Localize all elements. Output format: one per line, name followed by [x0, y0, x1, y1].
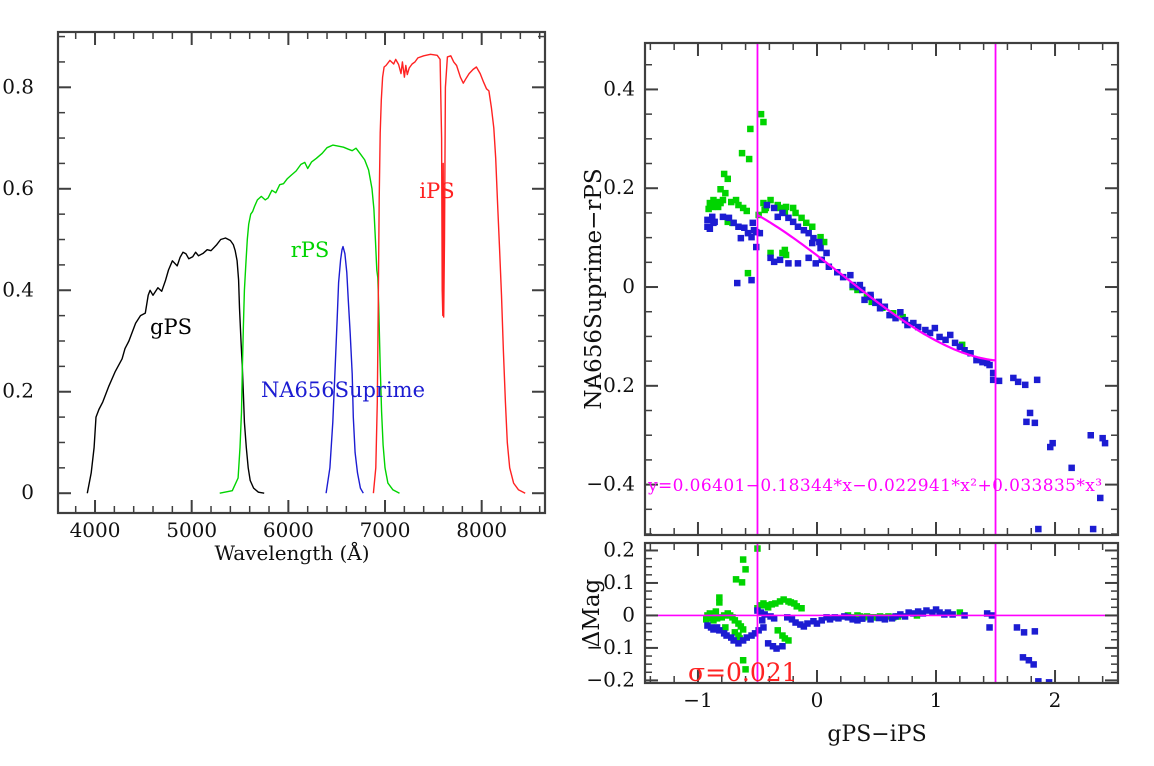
y-tick-label: 0: [622, 602, 635, 626]
ips-curve-label: iPS: [419, 179, 454, 203]
color-color-panel-tick-labels: −0.4 −0.2 0 0.2 0.4: [586, 76, 635, 495]
x-tick-label: 1: [930, 688, 943, 712]
filter-transmission-panel: 4000 5000 6000 7000 8000 0 0.2 0.4 0.6 0.8 gPS rPS N…: [2, 30, 547, 565]
cubic-fit-curve: [756, 214, 996, 362]
x-axis-label: gPS−iPS: [827, 722, 926, 747]
filter-transmission-panel-frame: [56, 30, 547, 515]
color-color-panel-ticks: [645, 43, 1118, 535]
x-tick-label: 4000: [70, 518, 121, 542]
y-tick-label: 0.4: [603, 76, 635, 100]
y-tick-label: −0.2: [586, 373, 635, 397]
y-axis-label: NA656Suprime−rPS: [581, 168, 607, 409]
blue-residuals-points: [704, 606, 1053, 683]
y-tick-label: −0.4: [586, 472, 635, 496]
fit-equation: y=0.06401−0.18344*x−0.022941*x²+0.033835…: [647, 476, 1103, 496]
color-color-panel-series: [704, 43, 1109, 535]
y-axis-label: ΔMag: [579, 578, 605, 647]
y-tick-label: 0.2: [603, 537, 635, 561]
filter-transmission-panel-ticks: [58, 32, 545, 513]
gps-curve-label: gPS: [150, 315, 192, 339]
x-tick-label: 6000: [263, 518, 314, 542]
x-tick-label: 0: [811, 688, 824, 712]
iPS-curve: [372, 53, 526, 494]
residual-panel-frame: [643, 541, 1120, 685]
color-color-panel-frame: [643, 41, 1120, 537]
x-tick-label: −1: [683, 688, 712, 712]
y-tick-label: 0: [21, 480, 34, 504]
filter-transmission-panel-series: [86, 53, 526, 494]
x-tick-label: 8000: [456, 518, 507, 542]
na656-curve-label: NA656Suprime: [261, 378, 425, 402]
NA656Suprime-curve: [325, 245, 364, 494]
y-tick-label: 0.6: [2, 176, 34, 200]
y-tick-label: 0.2: [2, 379, 34, 403]
residual-panel-tick-labels: −1 0 1 2 −0.2 −0.1 0 0.1 0.2: [586, 537, 1061, 712]
y-tick-label: 0.2: [603, 175, 635, 199]
y-tick-label: 0.8: [2, 74, 34, 98]
y-tick-label: 0: [622, 274, 635, 298]
x-tick-label: 2: [1049, 688, 1062, 712]
rPS-curve: [219, 144, 400, 494]
y-tick-label: 0.4: [2, 277, 34, 301]
y-tick-label: 0.1: [603, 570, 635, 594]
green-stars-points: [705, 110, 966, 349]
filter-transmission-panel-tick-labels: 4000 5000 6000 7000 8000 0 0.2 0.4 0.6 0.8: [2, 74, 507, 542]
gPS-curve: [86, 237, 265, 494]
residual-panel-series: [645, 543, 1118, 683]
color-color-panel: −0.4 −0.2 0 0.2 0.4 y=0.06401−0.18344*x−0.022…: [581, 41, 1120, 537]
wavelength-axis-label: Wavelength (Å): [214, 540, 369, 565]
y-tick-label: −0.1: [586, 635, 635, 659]
x-tick-label: 5000: [166, 518, 217, 542]
y-tick-label: −0.2: [586, 667, 635, 691]
rps-curve-label: rPS: [291, 238, 330, 262]
residual-panel-ticks: [645, 543, 1118, 683]
x-tick-label: 7000: [360, 518, 411, 542]
